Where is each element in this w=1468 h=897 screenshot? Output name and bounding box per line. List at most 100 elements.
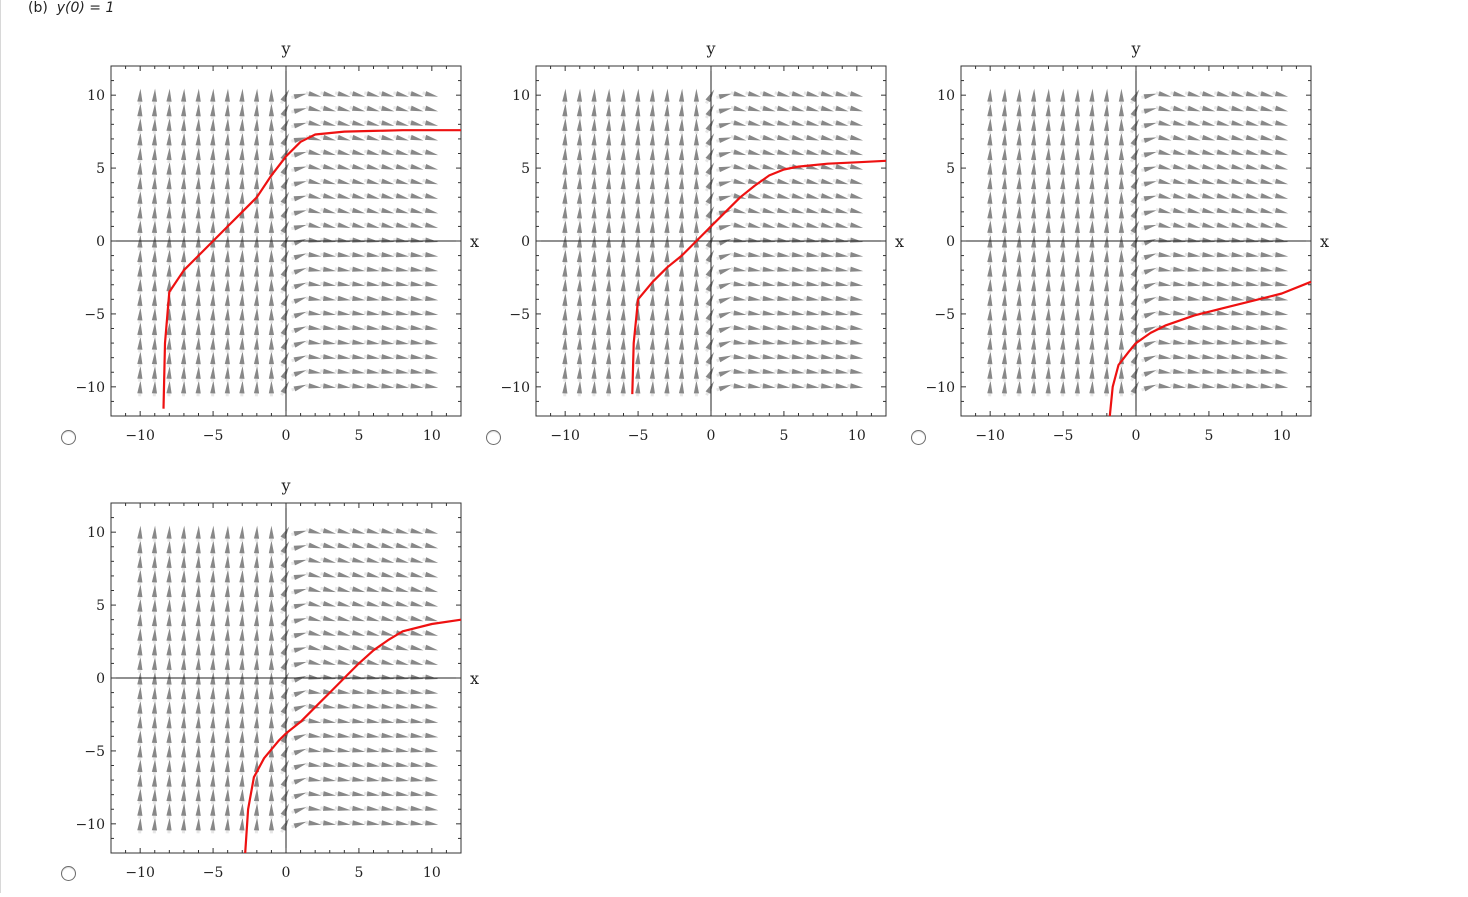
field-arrow-tail [393, 122, 396, 123]
field-arrow-tail [706, 217, 707, 220]
y-tick-label: 5 [96, 161, 105, 177]
field-arrow-tail [833, 195, 836, 196]
field-arrow-tail [281, 552, 282, 555]
field-arrow-tail [1131, 130, 1132, 133]
field-arrow-tail [292, 768, 295, 769]
field-arrow-tail [379, 544, 382, 545]
field-arrow-tail [760, 151, 763, 152]
field-arrow-tail [775, 93, 778, 94]
field-arrow-tail [1258, 122, 1261, 123]
field-arrow-tail [717, 316, 720, 317]
field-arrow-tail [1131, 276, 1132, 279]
field-arrow-tail [335, 180, 338, 181]
field-arrow-tail [321, 617, 324, 618]
field-arrow-tail [350, 544, 353, 545]
field-arrow-tail [706, 203, 707, 206]
field-arrow-tail [281, 130, 282, 133]
field-arrow-tail [408, 210, 411, 211]
field-arrow-tail [1200, 93, 1203, 94]
field-arrow-tail [281, 684, 282, 687]
field-arrow-tail [1156, 137, 1159, 138]
field-arrow-tail [1200, 107, 1203, 108]
field-arrow-tail [706, 349, 707, 352]
field-arrow-tail [731, 107, 734, 108]
y-tick-label: 5 [946, 161, 955, 177]
field-arrow-tail [1131, 378, 1132, 381]
field-arrow-tail [291, 563, 294, 564]
field-arrow-tail [306, 151, 309, 152]
field-arrow-tail [364, 603, 367, 604]
field-arrow-tail [335, 224, 338, 225]
field-arrow-tail [789, 107, 792, 108]
field-arrow-tail [1243, 151, 1246, 152]
field-arrow-tail [818, 210, 821, 211]
field-arrow-tail [804, 224, 807, 225]
field-arrow-tail [335, 151, 338, 152]
field-arrow-tail [306, 647, 309, 648]
field-arrow-tail [1142, 287, 1145, 288]
field-arrow-tail [379, 195, 382, 196]
field-arrow-tail [350, 210, 353, 211]
field-arrow-tail [408, 632, 411, 633]
field-arrow-tail [292, 331, 295, 332]
field-arrow-tail [281, 582, 282, 585]
field-arrow-tail [1185, 210, 1188, 211]
field-arrow-tail [716, 199, 719, 200]
field-arrow-tail [281, 290, 282, 293]
field-arrow-tail [379, 603, 382, 604]
field-arrow-tail [281, 727, 282, 730]
field-arrow-tail [292, 753, 295, 754]
field-arrow-tail [1171, 166, 1174, 167]
field-arrow-tail [393, 210, 396, 211]
field-arrow-tail [1273, 93, 1276, 94]
field-arrow-tail [818, 180, 821, 181]
field-arrow-tail [818, 122, 821, 123]
field-arrow-tail [1243, 210, 1246, 211]
field-arrow-tail [775, 195, 778, 196]
field-arrow-tail [1185, 166, 1188, 167]
field-arrow-tail [281, 101, 282, 104]
field-arrow-tail [364, 661, 367, 662]
field-arrow-tail [717, 301, 720, 302]
field-arrow-tail [1185, 107, 1188, 108]
field-arrow-tail [423, 603, 426, 604]
field-arrow-tail [364, 530, 367, 531]
field-arrow-tail [379, 107, 382, 108]
field-arrow-tail [335, 122, 338, 123]
field-arrow-tail [1200, 195, 1203, 196]
field-arrow-tail [789, 180, 792, 181]
field-arrow-tail [335, 93, 338, 94]
field-arrow-tail [1243, 137, 1246, 138]
field-arrow-tail [1214, 195, 1217, 196]
field-arrow-tail [775, 107, 778, 108]
field-arrow-tail [1185, 224, 1188, 225]
field-arrow-tail [1243, 93, 1246, 94]
field-arrow-tail [306, 195, 309, 196]
field-arrow-tail [281, 349, 282, 352]
field-arrow-tail [291, 97, 294, 98]
y-tick-label: 0 [946, 234, 955, 250]
field-arrow-tail [350, 180, 353, 181]
field-arrow-tail [379, 224, 382, 225]
field-arrow-tail [1142, 258, 1145, 259]
field-arrow-tail [1142, 389, 1145, 390]
x-axis-label: x [470, 669, 479, 688]
field-arrow-tail [717, 243, 720, 244]
field-arrow-tail [789, 166, 792, 167]
field-arrow-tail [281, 247, 282, 250]
field-arrow-tail [1258, 180, 1261, 181]
y-axis-label: y [1130, 39, 1140, 58]
field-arrow-tail [306, 603, 309, 604]
field-arrow-tail [408, 647, 411, 648]
field-arrow-tail [804, 180, 807, 181]
field-arrow-tail [281, 393, 282, 396]
field-arrow-tail [281, 174, 282, 177]
field-arrow-tail [731, 210, 734, 211]
field-arrow-tail [364, 210, 367, 211]
field-arrow-tail [717, 374, 720, 375]
field-arrow-tail [760, 210, 763, 211]
field-arrow-tail [706, 159, 707, 162]
field-arrow-tail [408, 122, 411, 123]
field-arrow-tail [335, 661, 338, 662]
field-arrow-tail [716, 213, 719, 214]
